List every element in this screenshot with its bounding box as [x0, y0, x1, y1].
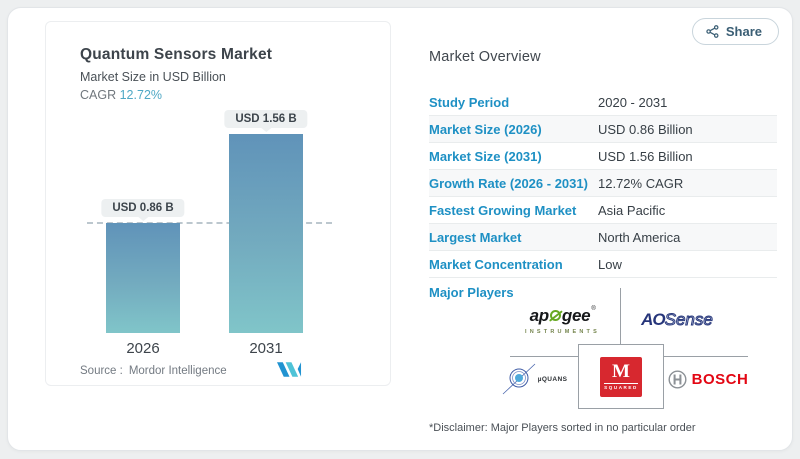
market-size-chart-card: Quantum Sensors Market Market Size in US… [45, 21, 391, 386]
row-value: USD 0.86 Billion [598, 121, 693, 137]
chart-subtitle: Market Size in USD Billion [80, 70, 226, 84]
row-value: Low [598, 256, 622, 272]
muquans-atom-icon [502, 363, 535, 395]
row-label: Largest Market [429, 229, 522, 245]
bar-value-label-2031: USD 1.56 B [224, 110, 308, 128]
logo-aosense: AO Sense [622, 296, 732, 344]
table-row: Fastest Growing Market Asia Pacific [429, 197, 777, 224]
bosch-wordmark: BOSCH [691, 370, 749, 388]
table-row: Market Size (2026) USD 0.86 Billion [429, 116, 777, 143]
msquared-letter: M [612, 360, 630, 382]
logo-bosch: BOSCH [664, 352, 752, 406]
source-attribution: Source : Mordor Intelligence [80, 365, 227, 377]
cagr-label: CAGR [80, 88, 117, 102]
x-axis-label-2026: 2026 [126, 340, 160, 357]
msquared-subtext: SQUARED [604, 382, 638, 390]
table-row: Market Size (2031) USD 1.56 Billion [429, 143, 777, 170]
overview-heading: Market Overview [429, 49, 541, 65]
logo-apogee-instruments: ap gee ® INSTRUMENTS [505, 296, 620, 344]
row-label: Growth Rate (2026 - 2031) [429, 175, 588, 191]
players-grid-vertical-divider [620, 288, 621, 344]
muquans-wordmark: µQUANS [537, 375, 568, 383]
row-value: 12.72% CAGR [598, 175, 684, 191]
players-grid-hline-left [510, 356, 578, 357]
apogee-wordmark: ap gee ® [529, 305, 596, 325]
row-value: Asia Pacific [598, 202, 666, 218]
row-label: Fastest Growing Market [429, 202, 577, 218]
table-row: Growth Rate (2026 - 2031) 12.72% CAGR [429, 170, 777, 197]
reference-dashed-line [87, 222, 332, 224]
apogee-subtext: INSTRUMENTS [525, 328, 600, 335]
share-icon [706, 25, 719, 38]
mordor-intelligence-logo-icon [277, 362, 302, 377]
logo-muquans: µQUANS [491, 352, 578, 406]
aosense-bold-text: AO [641, 310, 665, 329]
x-axis-label-2031: 2031 [249, 340, 283, 357]
bar-rect-2026 [106, 223, 180, 333]
share-button[interactable]: Share [691, 18, 779, 45]
infographic-card: Share Quantum Sensors Market Market Size… [7, 7, 793, 451]
overview-table: Study Period 2020 - 2031 Market Size (202… [429, 89, 777, 278]
msquared-red-square-icon: M SQUARED [600, 356, 642, 397]
aosense-outline-text: Sense [664, 310, 713, 330]
share-label: Share [725, 24, 762, 39]
bosch-armature-icon [668, 369, 687, 389]
players-grid-hline-right [664, 356, 748, 357]
row-value: North America [598, 229, 681, 245]
major-players-label: Major Players [429, 285, 514, 300]
row-value: USD 1.56 Billion [598, 148, 693, 164]
bar-2026: USD 0.86 B [101, 106, 185, 333]
row-label: Study Period [429, 94, 510, 110]
bar-value-label-2026: USD 0.86 B [101, 199, 185, 217]
bar-chart-plot: USD 0.86 B USD 1.56 B [46, 106, 390, 333]
row-label: Market Concentration [429, 256, 563, 272]
source-value: Mordor Intelligence [128, 365, 227, 377]
table-row: Study Period 2020 - 2031 [429, 89, 777, 116]
row-label: Market Size (2031) [429, 148, 542, 164]
disclaimer-text: *Disclaimer: Major Players sorted in no … [429, 422, 696, 434]
row-value: 2020 - 2031 [598, 94, 668, 110]
row-label: Market Size (2026) [429, 121, 542, 137]
source-label: Source : [80, 365, 123, 377]
table-row: Largest Market North America [429, 224, 777, 251]
apogee-green-o-icon [549, 310, 561, 321]
bar-rect-2031 [229, 134, 303, 333]
logo-msquared: M SQUARED [578, 344, 664, 409]
table-row: Market Concentration Low [429, 251, 777, 278]
chart-title: Quantum Sensors Market [80, 46, 273, 63]
cagr-value: 12.72% [119, 88, 163, 102]
chart-cagr: CAGR 12.72% [80, 88, 272, 102]
bar-2031: USD 1.56 B [224, 106, 308, 333]
